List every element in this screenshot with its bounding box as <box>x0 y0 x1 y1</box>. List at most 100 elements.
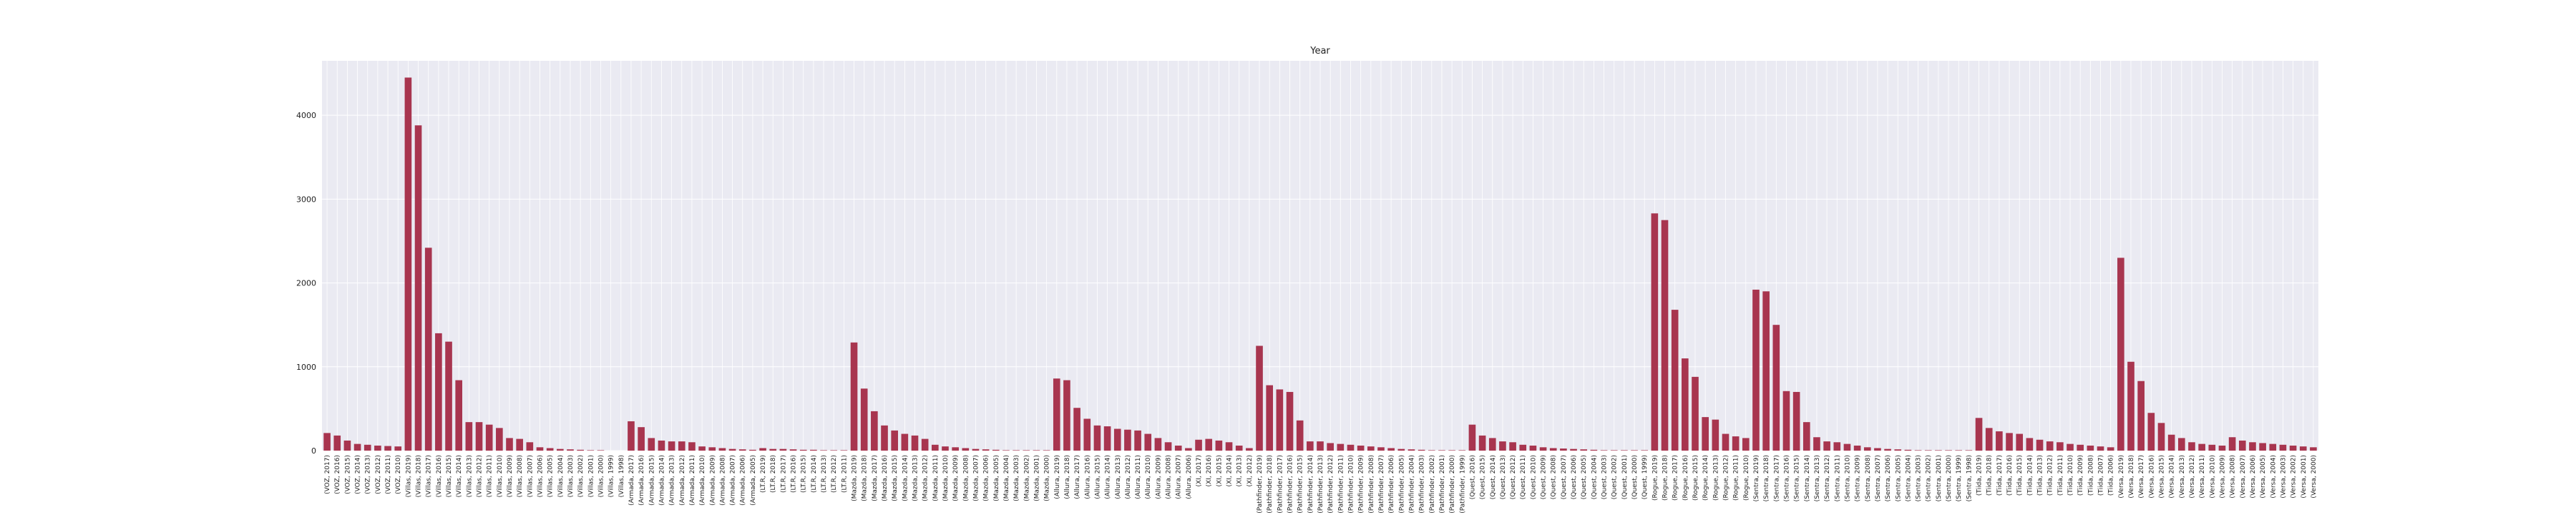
x-tick-label: (Quest, 2005) <box>1581 455 1588 499</box>
bar <box>952 447 959 451</box>
x-tick-label: (Allura, 2012) <box>1125 455 1132 499</box>
x-tick-label: (Sentra, 2011) <box>1834 455 1841 501</box>
bar <box>1317 441 1324 451</box>
x-tick-label: (Allura, 2019) <box>1054 455 1061 499</box>
x-tick-label: (Villas, 2019) <box>405 455 412 497</box>
bar <box>465 422 473 451</box>
bar <box>1246 448 1253 451</box>
bar <box>1712 419 1719 451</box>
bar <box>1985 428 1993 451</box>
x-tick-label: (Pathfinder, 2010) <box>1347 455 1355 514</box>
x-tick-label: (VOZ, 2010) <box>395 455 402 494</box>
bar <box>1154 438 1162 451</box>
x-tick-label: (Villas, 2000) <box>597 455 605 497</box>
bar <box>1083 418 1091 451</box>
x-tick-label: (VOZ, 2011) <box>385 455 392 494</box>
x-tick-label: (Rogue, 2011) <box>1733 455 1740 501</box>
bar <box>1580 449 1588 451</box>
bar <box>1488 438 1496 451</box>
x-tick-label: (Mazda, 2011) <box>932 455 940 501</box>
x-tick-label: (Mazda, 2016) <box>882 455 889 501</box>
x-tick-label: (Mazda, 2002) <box>1023 455 1030 501</box>
bar <box>1438 450 1445 451</box>
x-tick-label: (Rogue, 2013) <box>1712 455 1719 501</box>
x-tick-label: (XI, 2013) <box>1236 455 1244 486</box>
bar <box>668 441 675 451</box>
bar <box>921 438 929 451</box>
x-tick-label: (Villas, 2006) <box>537 455 544 497</box>
bar <box>2046 441 2054 451</box>
bar <box>1529 445 1537 451</box>
bar <box>2259 443 2266 451</box>
bar <box>942 446 949 451</box>
bar <box>2127 361 2135 451</box>
x-tick-label: (Pathfinder, 2018) <box>1267 455 1274 514</box>
bar <box>749 449 756 451</box>
x-tick-label: (Rogue, 2016) <box>1682 455 1689 501</box>
x-tick-label: (Armada, 2009) <box>709 455 716 506</box>
x-tick-label: (Sentra, 2004) <box>1905 455 1912 501</box>
bar <box>1600 450 1608 451</box>
x-tick-label: (Versa, 2019) <box>2118 455 2125 499</box>
bar <box>1965 450 1973 451</box>
x-tick-label: (Rogue, 2019) <box>1652 455 1659 501</box>
x-tick-label: (Tiida, 2008) <box>2087 455 2094 496</box>
bar <box>738 449 746 451</box>
x-tick-label: (Allura, 2007) <box>1176 455 1183 499</box>
x-tick-label: (Mazda, 2017) <box>872 455 879 501</box>
x-tick-label: (Versa, 2001) <box>2301 455 2308 499</box>
bar <box>2157 423 2165 451</box>
bar <box>911 435 919 451</box>
x-tick-label: (Quest, 2013) <box>1500 455 1507 499</box>
x-tick-label: (Versa, 2003) <box>2280 455 2287 499</box>
x-tick-label: (Tiida, 2011) <box>2057 455 2064 496</box>
x-tick-label: (Versa, 2007) <box>2240 455 2247 499</box>
bar <box>323 433 331 451</box>
bar <box>1266 385 1274 451</box>
bar <box>1782 391 1790 451</box>
x-tick-label: (VOZ, 2016) <box>334 455 341 494</box>
bar <box>1732 436 1740 451</box>
bar <box>1195 439 1202 451</box>
x-tick-label: (LT.R, 2011) <box>841 455 848 493</box>
bar <box>1164 442 1172 451</box>
bar <box>628 421 635 451</box>
x-tick-label: (Sentra, 2014) <box>1804 455 1811 501</box>
y-tick-label: 3000 <box>296 195 316 204</box>
bar <box>414 125 422 451</box>
bar <box>597 450 605 451</box>
x-tick-label: (Versa, 2000) <box>2311 455 2318 499</box>
bar <box>1651 213 1659 451</box>
x-tick-label: (Quest, 2016) <box>1469 455 1476 499</box>
bar <box>424 247 432 451</box>
y-tick-label: 0 <box>311 446 316 456</box>
bar <box>1407 449 1415 451</box>
bar <box>1539 447 1547 451</box>
x-tick-label: (LT.R, 2016) <box>791 455 798 493</box>
bars <box>323 77 2317 451</box>
x-tick-label: (LT.R, 2015) <box>801 455 808 493</box>
bar <box>1458 450 1466 451</box>
x-tick-label: (Villas, 2013) <box>466 455 473 497</box>
bar <box>1792 391 1800 451</box>
bar <box>1570 448 1577 451</box>
bar <box>1093 425 1101 451</box>
bar <box>1935 450 1942 451</box>
bar <box>1397 448 1405 451</box>
x-tick-label: (Tiida, 2009) <box>2077 455 2084 496</box>
bar <box>1144 433 1152 451</box>
x-tick-label: (Armada, 2014) <box>658 455 665 506</box>
bar <box>1448 450 1455 451</box>
bar <box>2249 442 2256 451</box>
x-tick-label: (Pathfinder, 2007) <box>1378 455 1385 514</box>
x-tick-label: (Versa, 2013) <box>2179 455 2186 499</box>
x-tick-label: (Rogue, 2017) <box>1672 455 1679 501</box>
bar <box>972 448 980 451</box>
x-tick-label: (Sentra, 2017) <box>1773 455 1780 501</box>
bar <box>2137 381 2145 451</box>
bar <box>1641 450 1649 451</box>
x-tick-label: (Tiida, 2017) <box>1996 455 2004 496</box>
bar <box>698 446 706 451</box>
bar <box>1853 445 1861 451</box>
